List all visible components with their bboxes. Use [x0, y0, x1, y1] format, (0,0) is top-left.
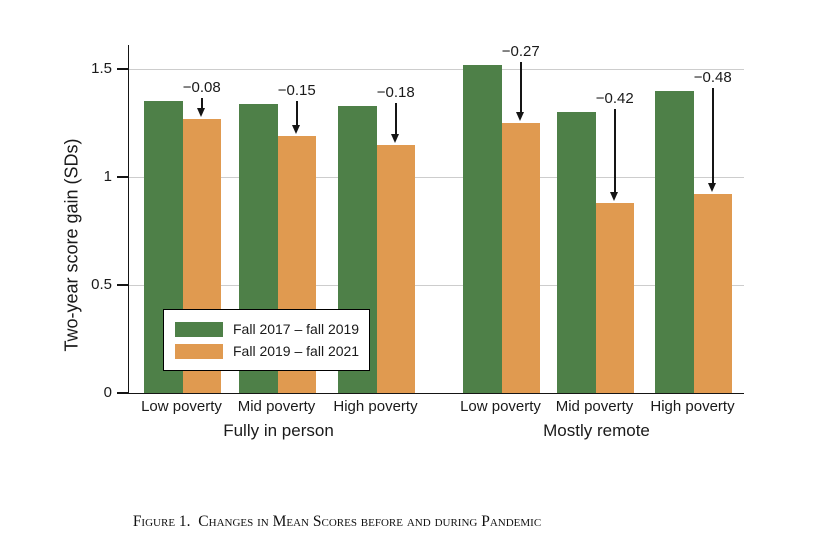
gridline-1: [129, 176, 744, 178]
annotation-arrow-head-5: [708, 183, 717, 193]
annotation-arrow-line-5: [712, 87, 714, 184]
y-tick-0: [117, 392, 128, 394]
legend-item-fall2019-2021: Fall 2019 – fall 2021: [175, 342, 369, 359]
y-tick-label-0: 0: [103, 384, 112, 401]
annotation-arrow-head-0: [197, 107, 206, 117]
bar-chart: Two-year score gain (SDs) −0.08 −0.15 −0.1…: [62, 42, 744, 440]
y-tick-1: [117, 176, 128, 178]
y-tick-label-1.5: 1.5: [91, 60, 112, 77]
bar-orange-2: [376, 144, 415, 393]
figure-caption: Figure 1. Changes in Mean Scores before …: [0, 474, 674, 536]
annotation-label-4: −0.42: [595, 90, 634, 108]
y-tick-0.5: [117, 284, 128, 286]
x-category-label-4: Mid poverty: [555, 398, 634, 415]
legend: Fall 2017 – fall 2019 Fall 2019 – fall 2…: [163, 309, 370, 371]
annotation-label-3: −0.27: [501, 42, 540, 60]
annotation-arrow-line-4: [614, 109, 616, 192]
bar-orange-3: [501, 123, 540, 393]
x-group-label-0: Fully in person: [223, 421, 334, 440]
legend-swatch-orange: [175, 343, 223, 359]
bar-green-3: [463, 64, 502, 393]
legend-label: Fall 2017 – fall 2019: [233, 320, 360, 337]
legend-swatch-green: [175, 321, 223, 337]
x-category-label-1: Mid poverty: [237, 398, 316, 415]
x-category-label-0: Low poverty: [141, 398, 222, 415]
x-group-label-1: Mostly remote: [543, 421, 650, 440]
bar-green-5: [655, 90, 694, 393]
annotation-arrow-head-2: [391, 133, 400, 143]
y-tick-1.5: [117, 68, 128, 70]
annotation-label-2: −0.18: [376, 83, 415, 101]
annotation-arrow-head-4: [610, 191, 619, 201]
gridline-1.5: [129, 68, 744, 70]
bar-green-4: [557, 112, 596, 393]
annotation-arrow-head-1: [292, 124, 301, 134]
x-category-label-3: Low poverty: [460, 398, 541, 415]
annotation-arrow-head-3: [516, 112, 525, 121]
annotation-arrow-line-3: [520, 61, 522, 112]
gridline-0.5: [129, 284, 744, 286]
y-tick-label-1: 1: [103, 168, 112, 185]
annotation-label-5: −0.48: [693, 68, 732, 86]
x-category-label-5: High poverty: [650, 398, 735, 415]
y-tick-label-0.5: 0.5: [91, 276, 112, 293]
x-category-label-2: High poverty: [333, 398, 418, 415]
annotation-arrow-line-2: [395, 102, 397, 134]
caption-line-1: Figure 1. Changes in Mean Scores before …: [132, 513, 542, 530]
legend-item-fall2017-2019: Fall 2017 – fall 2019: [175, 320, 369, 337]
bar-orange-4: [595, 202, 634, 393]
bar-orange-5: [693, 194, 732, 393]
annotation-label-1: −0.15: [277, 81, 316, 99]
annotation-label-0: −0.08: [182, 79, 221, 97]
legend-label: Fall 2019 – fall 2021: [233, 342, 360, 359]
annotation-arrow-line-1: [296, 100, 298, 125]
annotation-arrow-line-0: [201, 98, 203, 108]
